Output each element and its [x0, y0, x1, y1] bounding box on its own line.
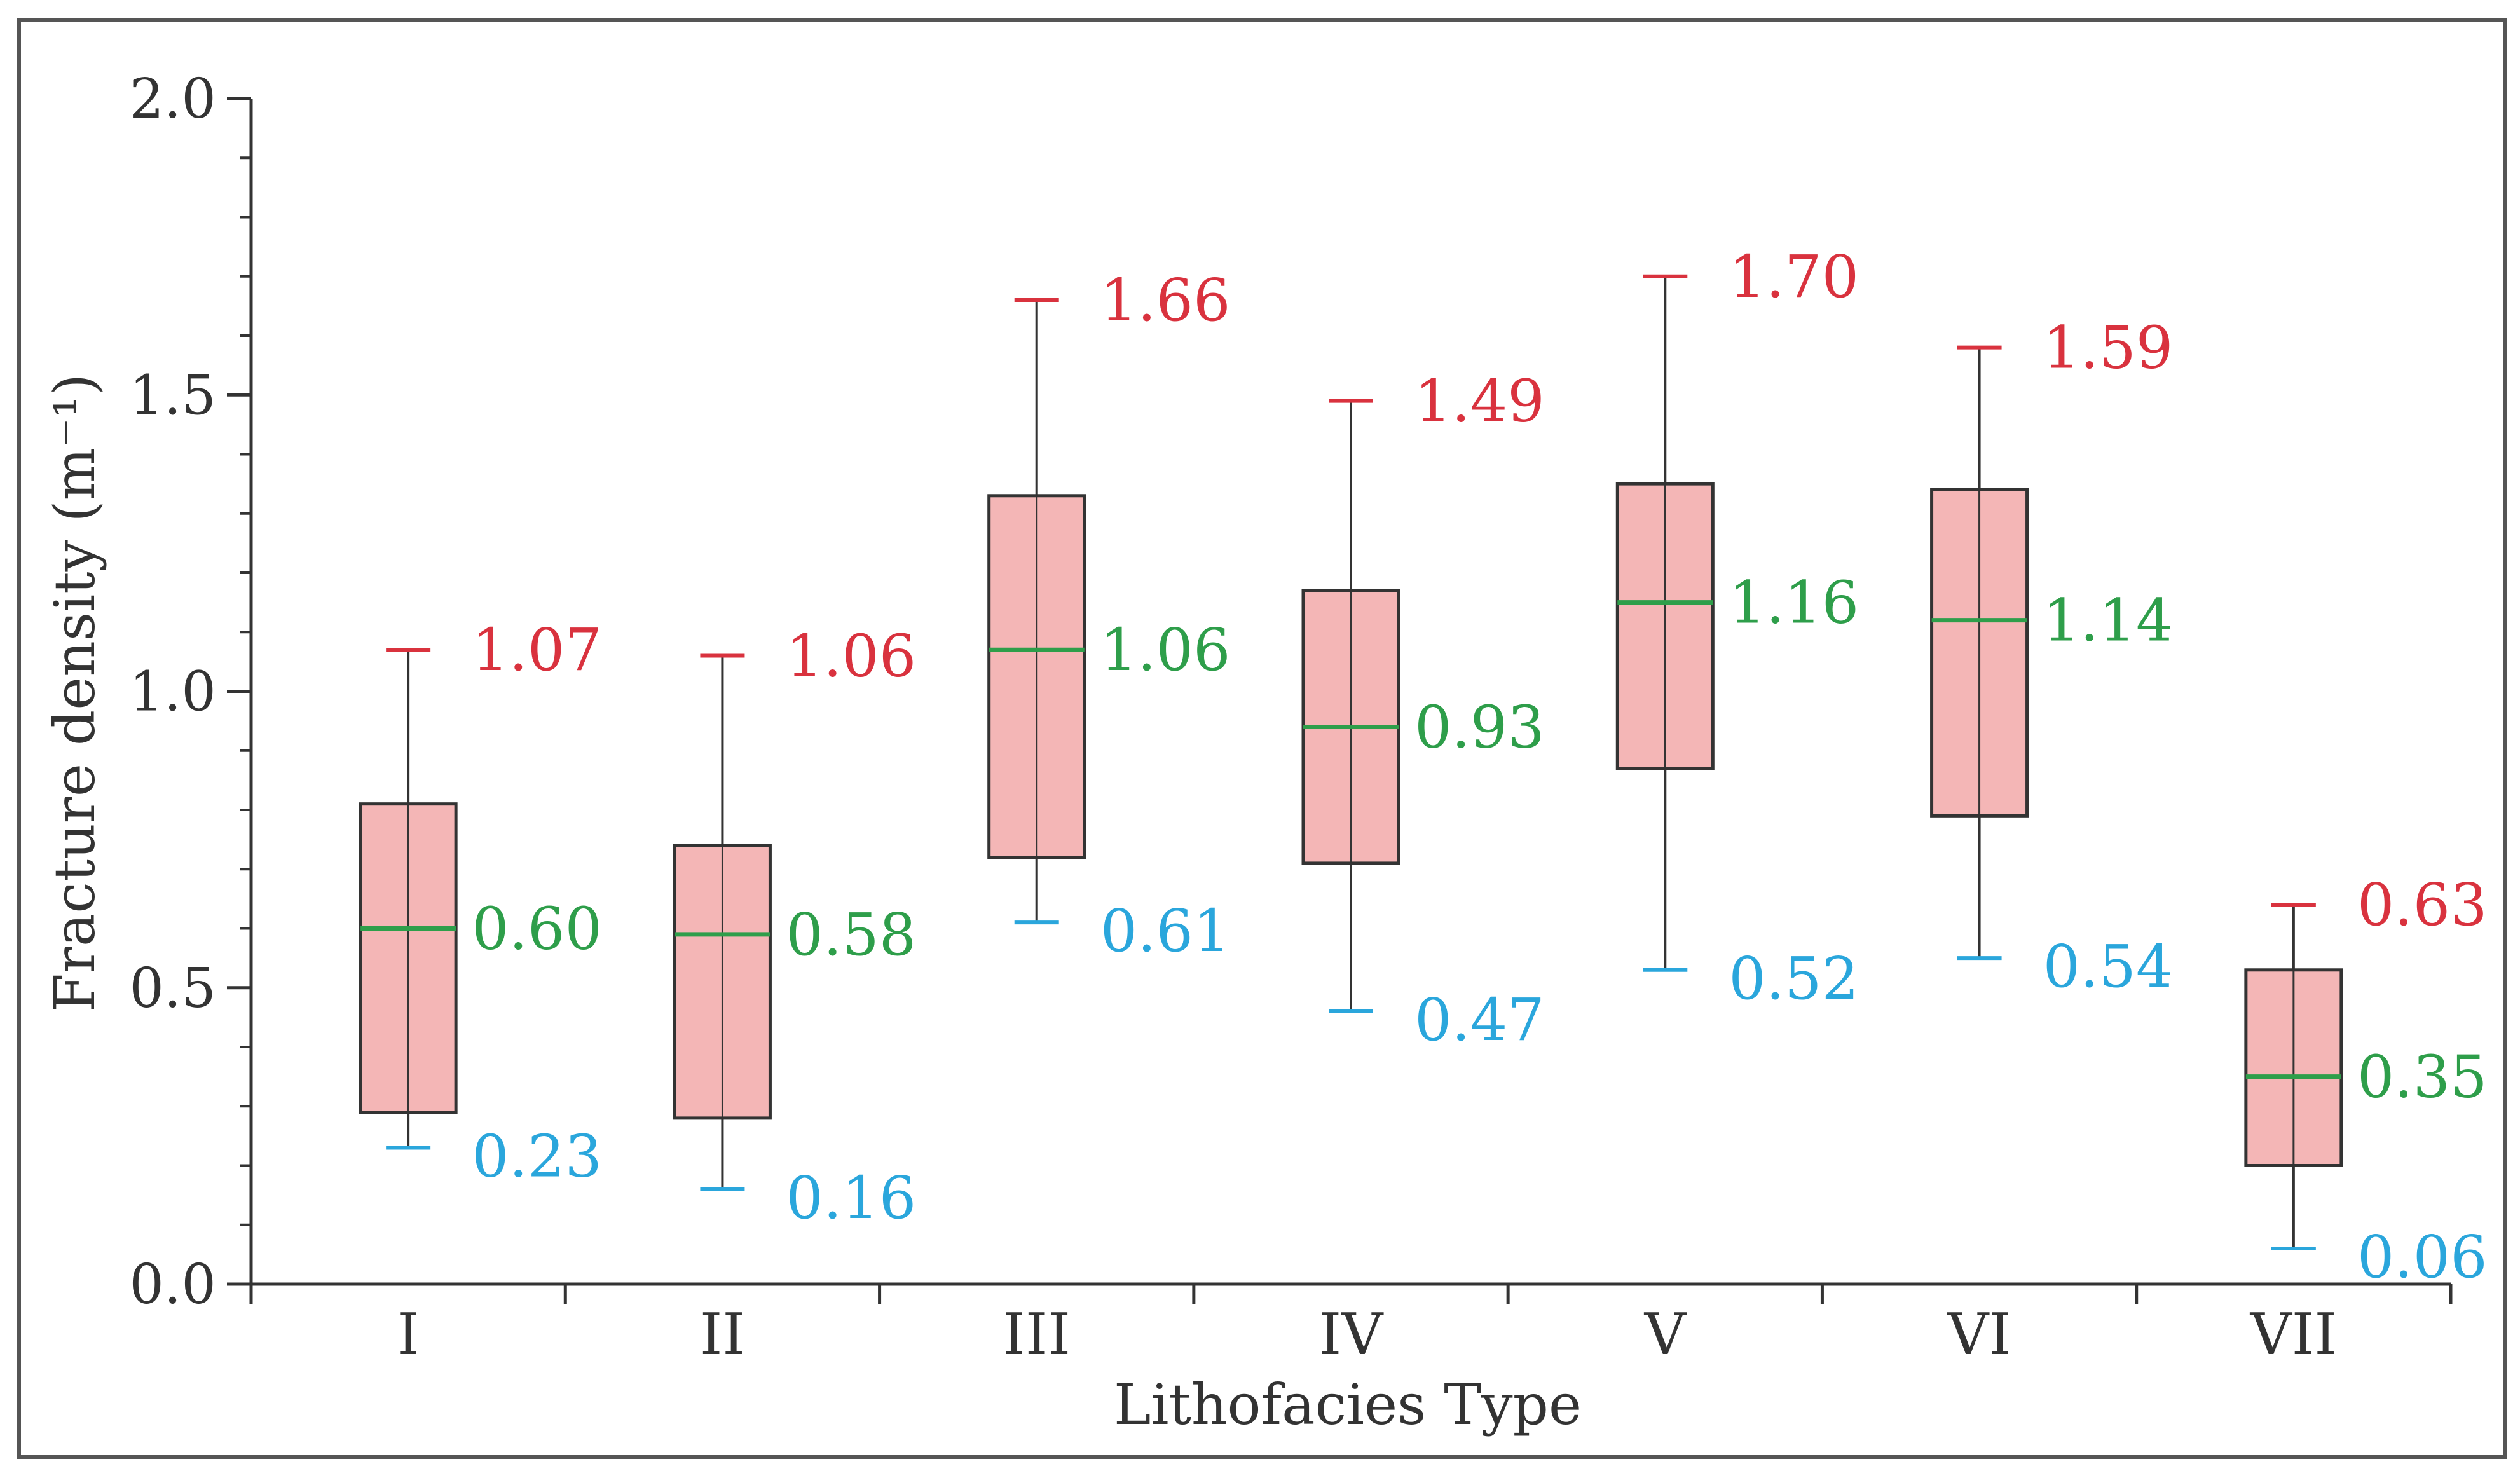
median-value-label: 1.06: [1100, 616, 1231, 684]
y-axis-title: Fracture density (m⁻¹): [42, 374, 107, 1012]
box-group-VI: 1.59 1.14 0.54: [1930, 314, 2174, 1001]
box-group-V: 1.70 1.16 0.52: [1615, 243, 1859, 1013]
y-tick-label: 2.0: [129, 67, 216, 131]
outer-frame: [17, 18, 2507, 1459]
median-value-label: 0.60: [472, 895, 602, 963]
y-tick-label: 0.5: [129, 957, 216, 1020]
y-tick-label: 1.0: [129, 660, 216, 724]
min-value-label: 0.54: [2043, 933, 2174, 1001]
max-value-label: 1.66: [1100, 266, 1231, 334]
box-group-I: 1.07 0.60 0.23: [359, 616, 602, 1191]
max-value-label: 1.59: [2043, 314, 2174, 382]
min-value-label: 0.16: [786, 1164, 916, 1232]
max-value-label: 1.07: [472, 616, 602, 684]
min-value-label: 0.23: [472, 1123, 602, 1191]
x-tick-label: I: [397, 1301, 420, 1368]
median-value-label: 1.14: [2043, 587, 2174, 655]
x-tick-label: IV: [1319, 1301, 1385, 1368]
min-value-label: 0.61: [1100, 897, 1231, 965]
median-value-label: 0.58: [786, 901, 916, 969]
box-group-IV: 1.49 0.93 0.47: [1301, 367, 1545, 1054]
x-axis-title: Lithofacies Type: [1114, 1372, 1582, 1437]
y-tick-label: 0.0: [129, 1253, 216, 1317]
max-value-label: 1.49: [1414, 367, 1545, 435]
median-value-label: 1.16: [1729, 569, 1859, 637]
box-group-III: 1.66 1.06 0.61: [987, 266, 1231, 965]
median-value-label: 0.35: [2357, 1043, 2488, 1111]
box-series: 1.07 0.60 0.23 1.06 0.58 0.16 1.66 1.06 0.61 1.49…: [359, 243, 2488, 1291]
y-tick-label: 1.5: [129, 364, 216, 427]
x-tick-label: VII: [2250, 1301, 2337, 1368]
max-value-label: 1.06: [786, 622, 916, 690]
axes: 0.00.51.01.52.0I II III IV V VI VII: [129, 67, 2453, 1368]
box-group-VII: 0.63 0.35 0.06: [2244, 871, 2488, 1291]
x-tick-label: V: [1644, 1301, 1687, 1368]
x-tick-label: III: [1003, 1301, 1071, 1368]
median-value-label: 0.93: [1414, 693, 1545, 761]
min-value-label: 0.52: [1729, 945, 1859, 1013]
x-tick-label: II: [700, 1301, 745, 1368]
max-value-label: 0.63: [2357, 871, 2488, 939]
box-group-II: 1.06 0.58 0.16: [673, 622, 916, 1232]
min-value-label: 0.47: [1414, 986, 1545, 1054]
min-value-label: 0.06: [2357, 1223, 2488, 1291]
x-tick-label: VI: [1947, 1301, 2011, 1368]
max-value-label: 1.70: [1729, 243, 1859, 311]
